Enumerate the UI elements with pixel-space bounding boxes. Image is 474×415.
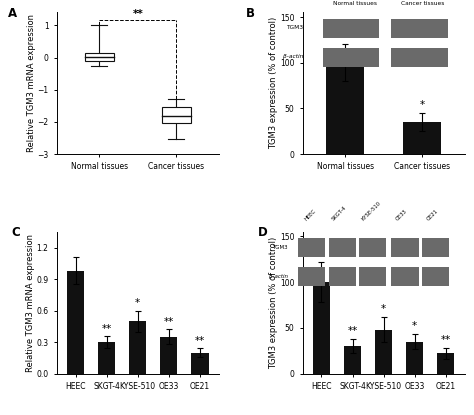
Text: *: * [381, 304, 386, 314]
Text: *: * [135, 298, 140, 308]
Text: **: ** [195, 336, 205, 346]
Y-axis label: TGM3 expression (% of control): TGM3 expression (% of control) [270, 237, 279, 369]
Text: B: B [246, 7, 255, 20]
Bar [98, 342, 115, 374]
Bar [313, 282, 330, 374]
Text: *: * [419, 100, 425, 110]
Bar [85, 53, 114, 61]
Y-axis label: Relative TGM3 mRNA expression: Relative TGM3 mRNA expression [26, 234, 35, 372]
Y-axis label: Relative TGM3 mRNA expression: Relative TGM3 mRNA expression [27, 14, 36, 152]
Bar [403, 122, 441, 154]
Text: **: ** [441, 335, 451, 345]
Bar [129, 321, 146, 374]
Text: **: ** [164, 317, 174, 327]
Text: *: * [412, 322, 417, 332]
Text: C: C [11, 226, 20, 239]
Text: A: A [9, 7, 18, 20]
Text: D: D [257, 226, 267, 239]
Bar [67, 271, 84, 374]
Bar [162, 107, 191, 124]
Text: **: ** [132, 9, 143, 19]
Bar [326, 63, 365, 154]
Bar [191, 352, 209, 374]
Y-axis label: TGM3 expression (% of control): TGM3 expression (% of control) [270, 17, 279, 149]
Text: **: ** [347, 326, 358, 336]
Bar [406, 342, 423, 374]
Text: **: ** [101, 324, 112, 334]
Bar [160, 337, 177, 374]
Bar [344, 346, 361, 374]
Bar [375, 330, 392, 374]
Bar [438, 354, 455, 374]
